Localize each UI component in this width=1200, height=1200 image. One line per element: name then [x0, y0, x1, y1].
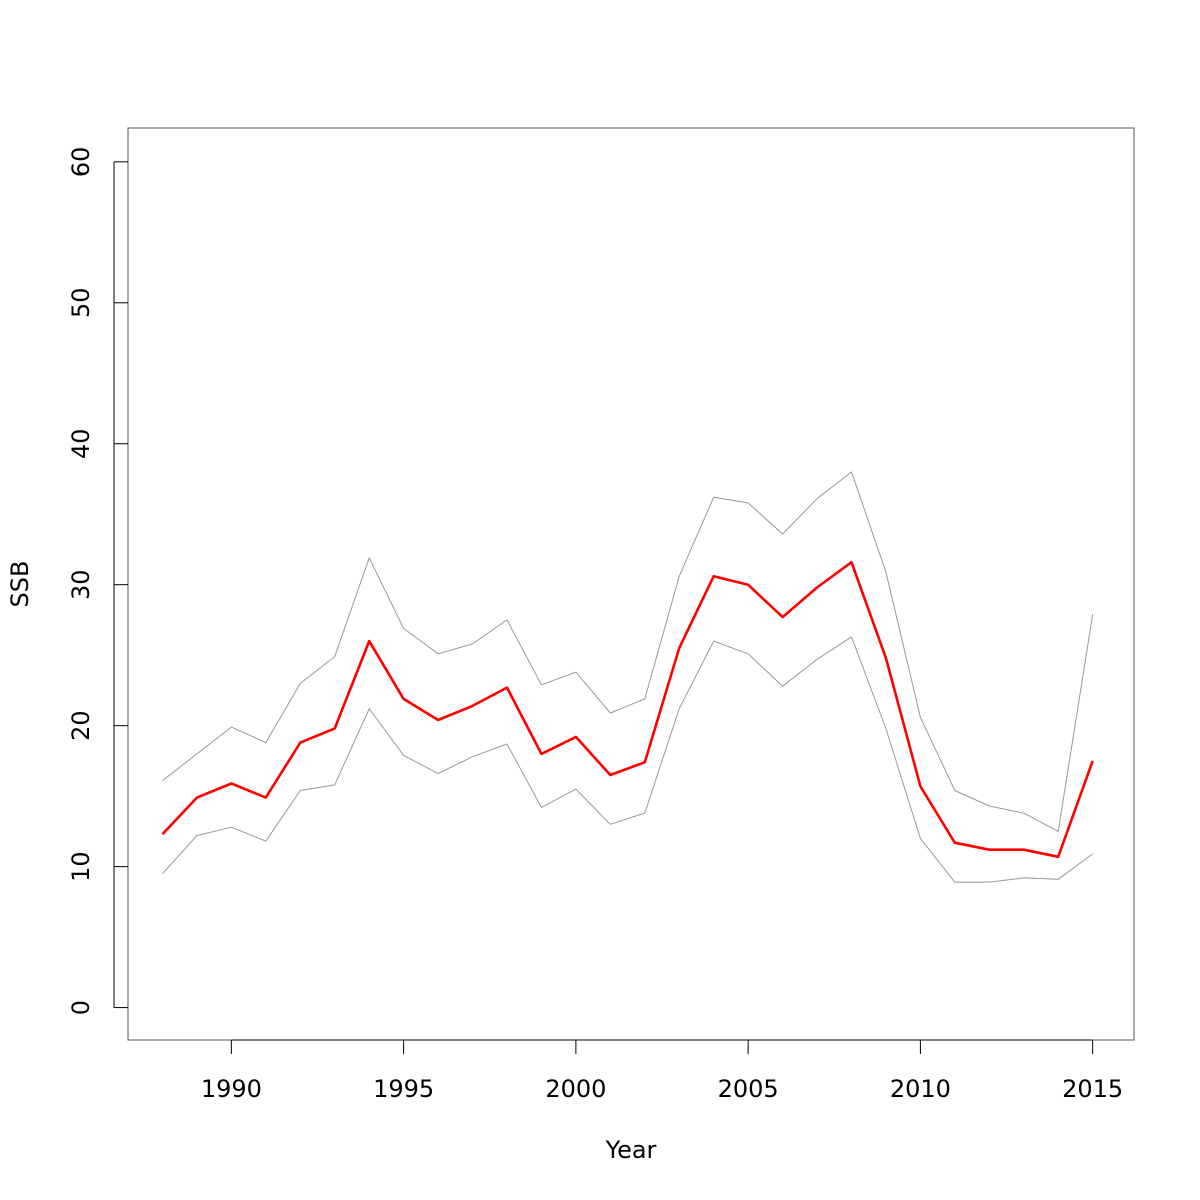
- y-tick-label: 30: [67, 569, 95, 600]
- x-tick-label: 2010: [890, 1075, 951, 1103]
- ssb-estimate-line: [161, 560, 1094, 859]
- y-tick-label: 40: [67, 428, 95, 459]
- y-tick-label: 10: [67, 851, 95, 882]
- x-tick-label: 2015: [1062, 1075, 1123, 1103]
- plot-frame: [127, 127, 1135, 1041]
- x-tick-label: 1990: [201, 1075, 262, 1103]
- y-axis: 0 10 20 30 40 50 60: [67, 147, 128, 1015]
- x-tick-label: 2000: [545, 1075, 606, 1103]
- y-tick-label: 20: [67, 710, 95, 741]
- confidence-bound-line: [162, 636, 1093, 883]
- x-axis: 1990 1995 2000 2005 2010 2015: [201, 1039, 1123, 1103]
- x-axis-label: Year: [605, 1136, 657, 1164]
- x-tick-label: 1995: [373, 1075, 434, 1103]
- y-axis-label: SSB: [6, 561, 34, 608]
- x-tick-label: 2005: [718, 1075, 779, 1103]
- series-layer: [161, 471, 1094, 883]
- y-tick-label: 0: [67, 1000, 95, 1015]
- y-tick-label: 60: [67, 147, 95, 178]
- confidence-bound-line: [162, 471, 1094, 832]
- y-tick-label: 50: [67, 288, 95, 319]
